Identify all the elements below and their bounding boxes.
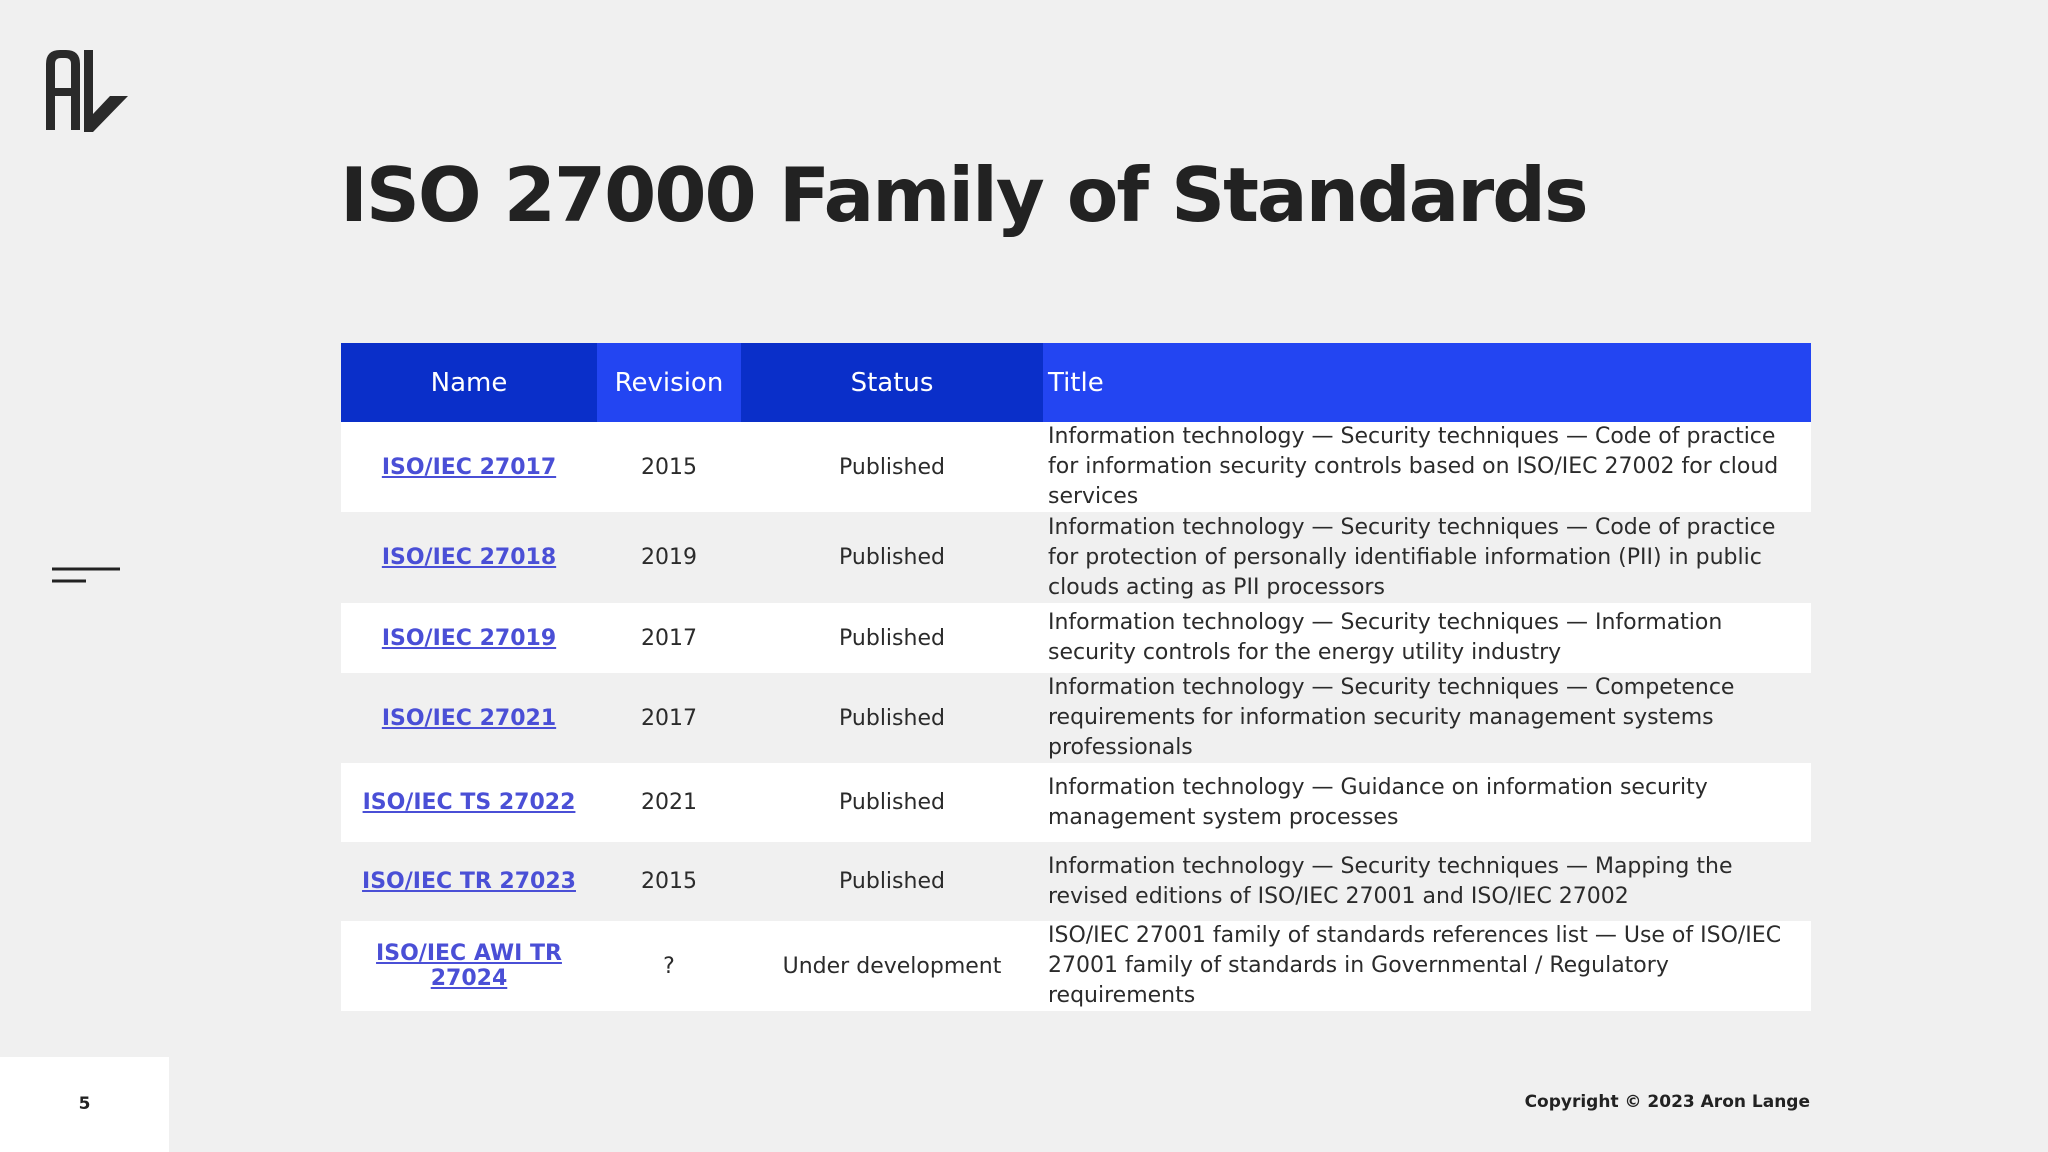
revision-cell: 2017 — [597, 603, 741, 673]
title-cell: Information technology — Security techni… — [1043, 842, 1811, 921]
standard-link[interactable]: ISO/IEC 27017 — [381, 454, 557, 480]
revision-cell: 2021 — [597, 763, 741, 842]
revision-cell: ? — [597, 921, 741, 1011]
page-number-box: 5 — [0, 1057, 169, 1152]
header-name: Name — [341, 343, 597, 422]
table-header-row: Name Revision Status Title — [341, 343, 1811, 422]
page-number: 5 — [78, 1094, 91, 1114]
page-title: ISO 27000 Family of Standards — [340, 151, 1589, 239]
standard-link[interactable]: ISO/IEC 27019 — [381, 625, 557, 651]
header-title: Title — [1043, 343, 1811, 422]
status-cell: Published — [741, 422, 1043, 512]
table-row: ISO/IEC 27018 2019 Published Information… — [341, 512, 1811, 603]
title-cell: Information technology — Guidance on inf… — [1043, 763, 1811, 842]
status-cell: Published — [741, 673, 1043, 763]
title-cell: Information technology — Security techni… — [1043, 673, 1811, 763]
status-cell: Published — [741, 842, 1043, 921]
standards-table: Name Revision Status Title ISO/IEC 27017… — [341, 343, 1811, 1011]
status-cell: Published — [741, 603, 1043, 673]
header-revision: Revision — [597, 343, 741, 422]
status-cell: Published — [741, 512, 1043, 603]
standard-link[interactable]: ISO/IEC 27018 — [381, 545, 557, 570]
revision-cell: 2015 — [597, 842, 741, 921]
menu-lines-icon — [52, 567, 120, 583]
status-cell: Published — [741, 763, 1043, 842]
revision-cell: 2015 — [597, 422, 741, 512]
table-row: ISO/IEC AWI TR 27024 ? Under development… — [341, 921, 1811, 1011]
revision-cell: 2017 — [597, 673, 741, 763]
title-cell: Information technology — Security techni… — [1043, 603, 1811, 673]
status-cell: Under development — [741, 921, 1043, 1011]
title-cell: ISO/IEC 27001 family of standards refere… — [1043, 921, 1811, 1011]
title-cell: Information technology — Security techni… — [1043, 422, 1811, 512]
copyright-text: Copyright © 2023 Aron Lange — [1524, 1092, 1810, 1112]
table-row: ISO/IEC 27021 2017 Published Information… — [341, 673, 1811, 763]
table-row: ISO/IEC TS 27022 2021 Published Informat… — [341, 763, 1811, 842]
table-row: ISO/IEC 27017 2015 Published Information… — [341, 422, 1811, 512]
title-cell: Information technology — Security techni… — [1043, 512, 1811, 603]
revision-cell: 2019 — [597, 512, 741, 603]
standard-link[interactable]: ISO/IEC AWI TR 27024 — [376, 941, 562, 991]
standard-link[interactable]: ISO/IEC TS 27022 — [362, 790, 576, 815]
header-status: Status — [741, 343, 1043, 422]
table-row: ISO/IEC 27019 2017 Published Information… — [341, 603, 1811, 673]
standard-link[interactable]: ISO/IEC TR 27023 — [362, 869, 576, 894]
table-row: ISO/IEC TR 27023 2015 Published Informat… — [341, 842, 1811, 921]
al-monogram-logo — [46, 50, 128, 132]
standard-link[interactable]: ISO/IEC 27021 — [381, 705, 557, 731]
